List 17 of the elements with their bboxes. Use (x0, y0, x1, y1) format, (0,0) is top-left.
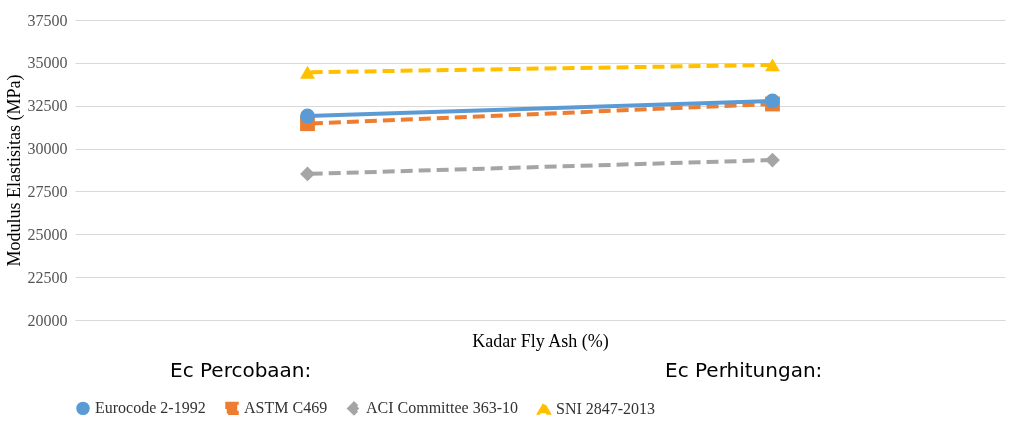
text: Ec Perhitungan: (665, 358, 823, 382)
y-tick-label: 25000 (27, 225, 68, 243)
y-tick-label: 22500 (27, 268, 68, 286)
text: Ec Percobaan: (170, 358, 312, 382)
y-tick-label: 35000 (27, 54, 68, 72)
legend-label: SNI 2847-2013 (556, 399, 656, 417)
y-tick-label: 27500 (27, 182, 68, 200)
y-tick-label: 30000 (27, 140, 68, 158)
y-axis-title: Modulus Elastisitas (MPa) (3, 74, 25, 267)
y-tick-label: 37500 (27, 11, 68, 29)
legend-label: Eurocode 2-1992 (95, 399, 206, 417)
x-axis-title: Kadar Fly Ash (%) (472, 330, 609, 352)
legend-label: ASTM C469 (244, 399, 328, 417)
legend-label: ACI Committee 363-10 (366, 399, 518, 417)
point (300, 108, 315, 124)
y-tick-label: 20000 (27, 311, 68, 329)
y-tick-label: 32500 (27, 97, 68, 115)
